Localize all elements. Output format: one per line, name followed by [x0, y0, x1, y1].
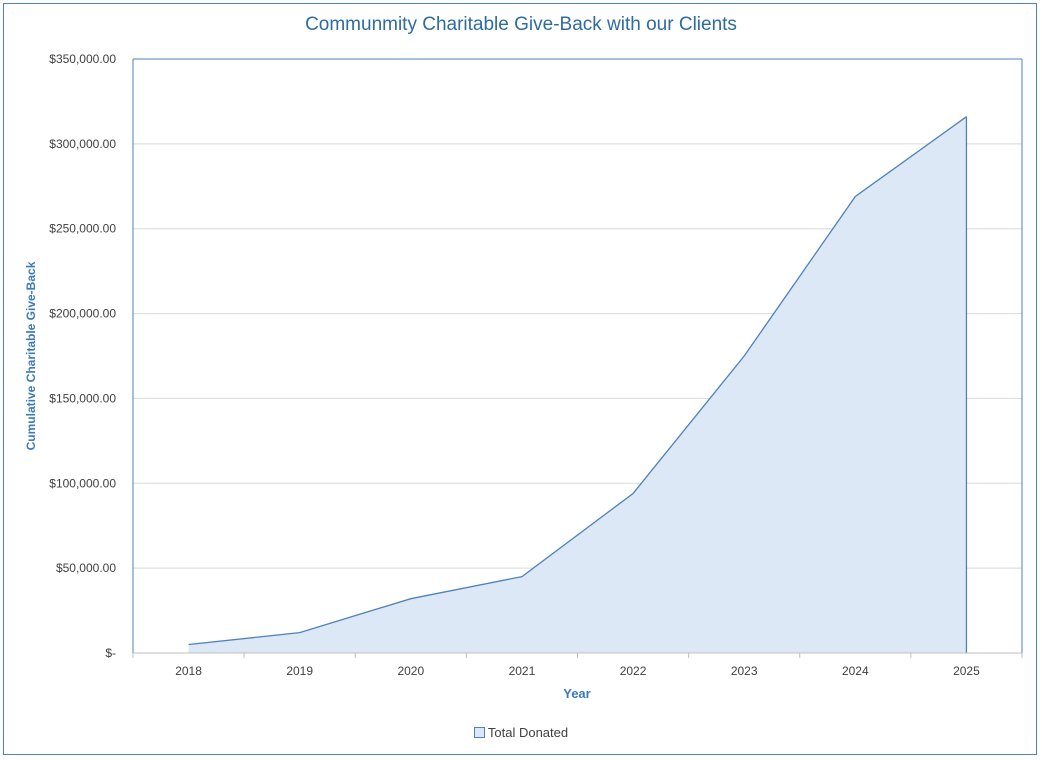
x-axis-ticks: 2018 2019 2020 2021 2022 2023 2024 2025	[132, 653, 1023, 678]
chart-title: Communmity Charitable Give-Back with our…	[305, 14, 737, 35]
x-tick-label: 2021	[509, 664, 536, 678]
series-area	[188, 116, 968, 653]
x-axis-title: Year	[563, 686, 590, 701]
area-fill	[188, 116, 967, 653]
y-tick-label: $150,000.00	[49, 391, 116, 405]
legend-label: Total Donated	[487, 725, 569, 740]
y-tick-label: $200,000.00	[49, 307, 116, 321]
y-tick-label: $250,000.00	[49, 222, 116, 236]
x-tick-label: 2019	[286, 664, 313, 678]
x-tick-label: 2025	[953, 664, 980, 678]
x-tick-label: 2018	[175, 664, 202, 678]
y-tick-label: $-	[105, 646, 116, 660]
x-tick-label: 2024	[842, 664, 869, 678]
y-tick-label: $300,000.00	[49, 137, 116, 151]
legend-swatch	[473, 727, 485, 738]
series-line	[188, 116, 967, 646]
x-tick-label: 2020	[397, 664, 424, 678]
legend: Total Donated	[0, 725, 1042, 740]
y-tick-label: $350,000.00	[49, 52, 116, 66]
y-axis-title: Cumulative Charitable Give-Back	[24, 261, 38, 450]
y-tick-label: $100,000.00	[49, 476, 116, 490]
y-tick-label: $50,000.00	[56, 561, 116, 575]
x-tick-label: 2023	[731, 664, 758, 678]
x-tick-label: 2022	[620, 664, 647, 678]
y-axis-ticks: $- $50,000.00 $100,000.00 $150,000.00 $200,0…	[49, 52, 116, 660]
